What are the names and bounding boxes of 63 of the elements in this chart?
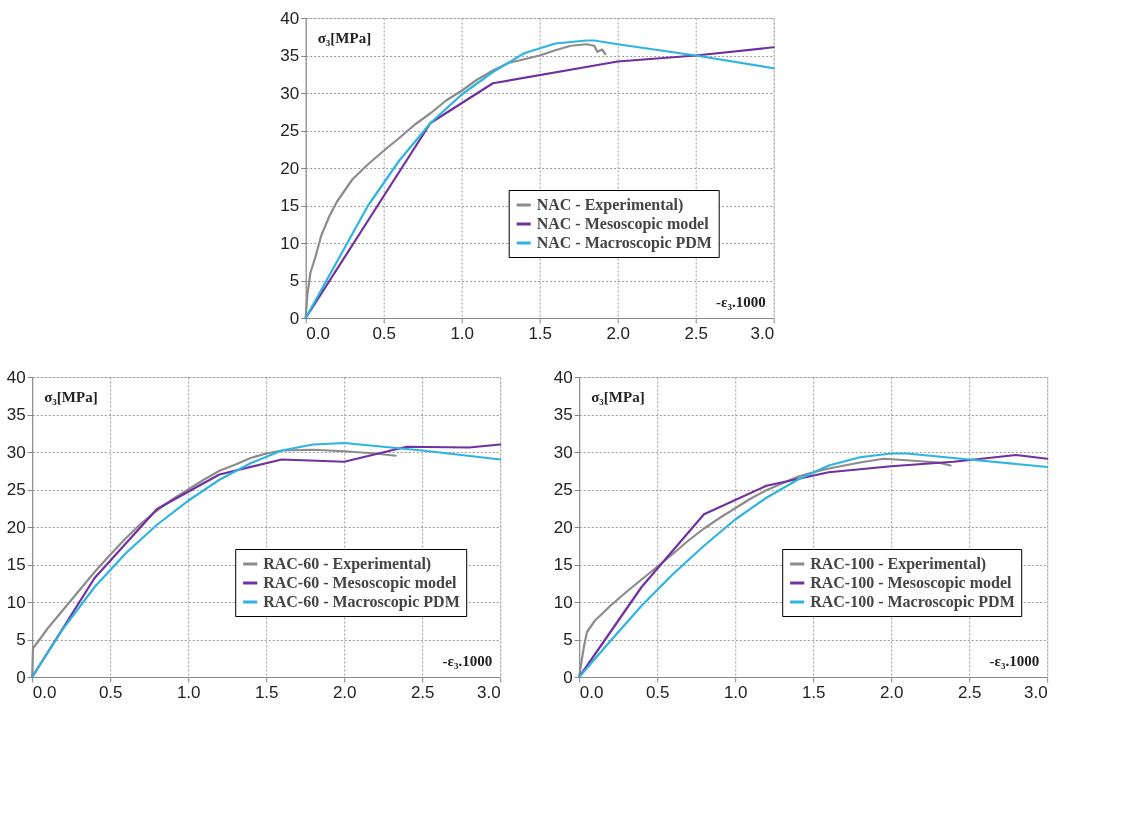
x-tick-label: 3.0 <box>477 682 501 702</box>
y-tick-label: 35 <box>280 46 300 65</box>
y-tick-label: 15 <box>553 555 573 574</box>
x-axis-title: -ε₃.1000 <box>716 294 766 310</box>
y-tick-label: 15 <box>280 196 300 215</box>
y-tick-label: 0 <box>563 667 573 687</box>
y-tick-label: 10 <box>6 592 26 612</box>
y-tick-label: 40 <box>280 8 300 28</box>
y-tick-label: 25 <box>6 480 26 499</box>
y-tick-label: 35 <box>553 405 573 424</box>
x-tick-label: 0.0 <box>306 323 330 343</box>
x-tick-label: 1.0 <box>176 682 201 702</box>
y-tick-label: 20 <box>280 158 300 178</box>
x-tick-label: 0.5 <box>98 682 123 702</box>
y-tick-label: 30 <box>6 442 26 462</box>
y-tick-label: 0 <box>16 667 26 687</box>
legend-label: NAC - Mesoscopic model <box>536 215 710 233</box>
legend-label: RAC-100 - Mesoscopic model <box>810 574 1013 592</box>
x-tick-label: 1.5 <box>801 682 826 702</box>
x-tick-label: 2.0 <box>332 682 357 702</box>
x-tick-label: 1.0 <box>723 682 748 702</box>
x-tick-label: 3.0 <box>1024 682 1048 702</box>
x-tick-label: 2.5 <box>957 682 982 702</box>
x-axis-title: -ε₃.1000 <box>442 653 493 669</box>
legend-label: RAC-60 - Experimental) <box>263 555 432 573</box>
y-tick-label: 20 <box>6 517 26 537</box>
y-axis-title: σ₃[MPa] <box>591 389 645 405</box>
legend-label: NAC - Macroscopic PDM <box>536 234 712 252</box>
y-tick-label: 35 <box>6 405 26 424</box>
x-tick-label: 1.0 <box>450 323 475 343</box>
y-tick-label: 5 <box>289 271 300 290</box>
x-tick-label: 2.0 <box>879 682 904 702</box>
y-tick-label: 25 <box>553 480 573 499</box>
x-tick-label: 0.0 <box>579 682 604 702</box>
y-tick-label: 5 <box>16 630 26 649</box>
y-tick-label: 40 <box>6 367 26 387</box>
x-tick-label: 0.0 <box>32 682 57 702</box>
y-tick-label: 5 <box>563 630 573 649</box>
y-axis-title: σ₃[MPa] <box>44 389 98 405</box>
x-tick-label: 2.5 <box>684 323 709 343</box>
x-tick-label: 0.5 <box>645 682 670 702</box>
legend-label: RAC-100 - Macroscopic PDM <box>810 593 1015 611</box>
y-axis-title: σ₃[MPa] <box>317 30 372 46</box>
legend-label: NAC - Experimental) <box>536 196 684 214</box>
y-tick-label: 25 <box>280 121 300 140</box>
y-tick-label: 40 <box>553 367 573 387</box>
legend-label: RAC-60 - Mesoscopic model <box>263 574 458 592</box>
y-tick-label: 0 <box>289 308 300 328</box>
x-tick-label: 0.5 <box>372 323 397 343</box>
x-tick-label: 2.0 <box>606 323 631 343</box>
y-tick-label: 15 <box>6 555 26 574</box>
legend-label: RAC-60 - Macroscopic PDM <box>263 593 460 611</box>
y-tick-label: 30 <box>280 83 300 103</box>
y-tick-label: 10 <box>280 233 300 253</box>
y-tick-label: 20 <box>553 517 573 537</box>
x-axis-title: -ε₃.1000 <box>989 653 1040 669</box>
x-tick-label: 2.5 <box>410 682 435 702</box>
y-tick-label: 30 <box>553 442 573 462</box>
x-tick-label: 3.0 <box>750 323 775 343</box>
x-tick-label: 1.5 <box>254 682 279 702</box>
x-tick-label: 1.5 <box>528 323 553 343</box>
y-tick-label: 10 <box>553 592 573 612</box>
legend-label: RAC-100 - Experimental) <box>810 555 987 573</box>
